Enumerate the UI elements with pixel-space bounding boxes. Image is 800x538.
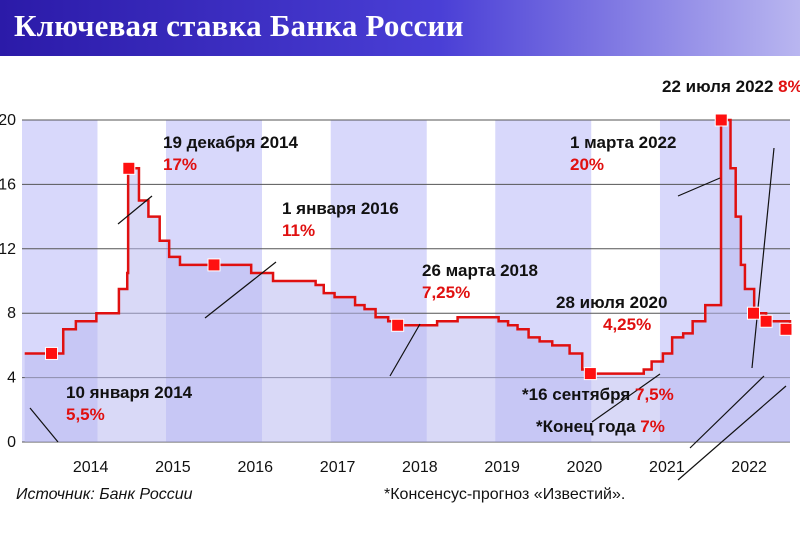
- data-marker: [207, 258, 221, 272]
- annotation-inline: *Конец года 7%: [536, 417, 665, 436]
- annotation-value: 5,5%: [66, 405, 105, 424]
- annotation-inline: *16 сентября 7,5%: [522, 385, 674, 404]
- x-tick-label: 2022: [731, 459, 767, 476]
- data-marker: [779, 322, 793, 336]
- annotation-leader: [677, 177, 721, 197]
- annotation-date: 1 марта 2022: [570, 133, 676, 152]
- annotation-date: 10 января 2014: [66, 383, 193, 402]
- y-tick-label: 4: [7, 370, 16, 387]
- annotation-leader: [117, 195, 153, 225]
- annotation-leader: [689, 375, 765, 449]
- annotation-value: 17%: [163, 155, 197, 174]
- source-note: Источник: Банк России: [16, 486, 193, 503]
- annotation-leader: [591, 373, 661, 423]
- annotation-value: 11%: [282, 221, 315, 240]
- annotation-value: 20%: [570, 155, 604, 174]
- annotation-date: 1 января 2016: [282, 199, 399, 218]
- y-tick-label: 8: [7, 305, 16, 322]
- x-tick-label: 2015: [155, 459, 191, 476]
- data-marker: [759, 314, 773, 328]
- x-tick-label: 2019: [484, 459, 520, 476]
- annotation-date: 26 марта 2018: [422, 261, 538, 280]
- annotation-leader: [204, 261, 277, 319]
- annotation-value: 4,25%: [603, 315, 651, 334]
- y-tick-label: 0: [7, 434, 16, 451]
- annotation-inline: 22 июля 2022 8%: [662, 77, 800, 96]
- annotation-value: 7,25%: [422, 283, 470, 302]
- data-marker: [122, 161, 136, 175]
- x-tick-label: 2017: [320, 459, 356, 476]
- data-marker: [391, 318, 405, 332]
- annotation-value: 7%: [640, 417, 665, 436]
- annotation-value: 8%: [778, 77, 800, 96]
- data-marker: [714, 113, 728, 127]
- data-marker: [746, 306, 760, 320]
- annotation-date: 19 декабря 2014: [163, 133, 299, 152]
- annotation-date: *Конец года: [536, 417, 640, 436]
- annotation-leader: [389, 323, 421, 377]
- key-rate-chart: 0 4 8 12 16 20 2014 2015 2016 2017 2018 2019 2020 202…: [0, 77, 800, 481]
- chart-title: Ключевая ставка Банка России: [14, 8, 464, 43]
- x-tick-label: 2018: [402, 459, 438, 476]
- y-tick-label: 12: [0, 241, 16, 258]
- x-tick-label: 2014: [73, 459, 109, 476]
- x-tick-label: 2021: [649, 459, 685, 476]
- annotation-value: 7,5%: [635, 385, 674, 404]
- forecast-footnote: *Консенсус-прогноз «Известий».: [384, 486, 626, 503]
- data-marker: [45, 346, 59, 360]
- annotation-date: 22 июля 2022: [662, 77, 778, 96]
- rate-line: [24, 118, 792, 375]
- x-tick-label: 2020: [567, 459, 603, 476]
- annotation-date: 28 июля 2020: [556, 293, 667, 312]
- rate-area: [24, 120, 791, 442]
- annotation-leader: [677, 385, 787, 481]
- chart-header: Ключевая ставка Банка России: [0, 0, 800, 56]
- annotation-leader: [29, 407, 59, 443]
- data-marker: [583, 367, 597, 381]
- y-tick-label: 20: [0, 112, 16, 129]
- annotation-date: *16 сентября: [522, 385, 635, 404]
- annotation-leader: [751, 147, 775, 369]
- y-tick-label: 16: [0, 176, 16, 193]
- x-tick-label: 2016: [237, 459, 273, 476]
